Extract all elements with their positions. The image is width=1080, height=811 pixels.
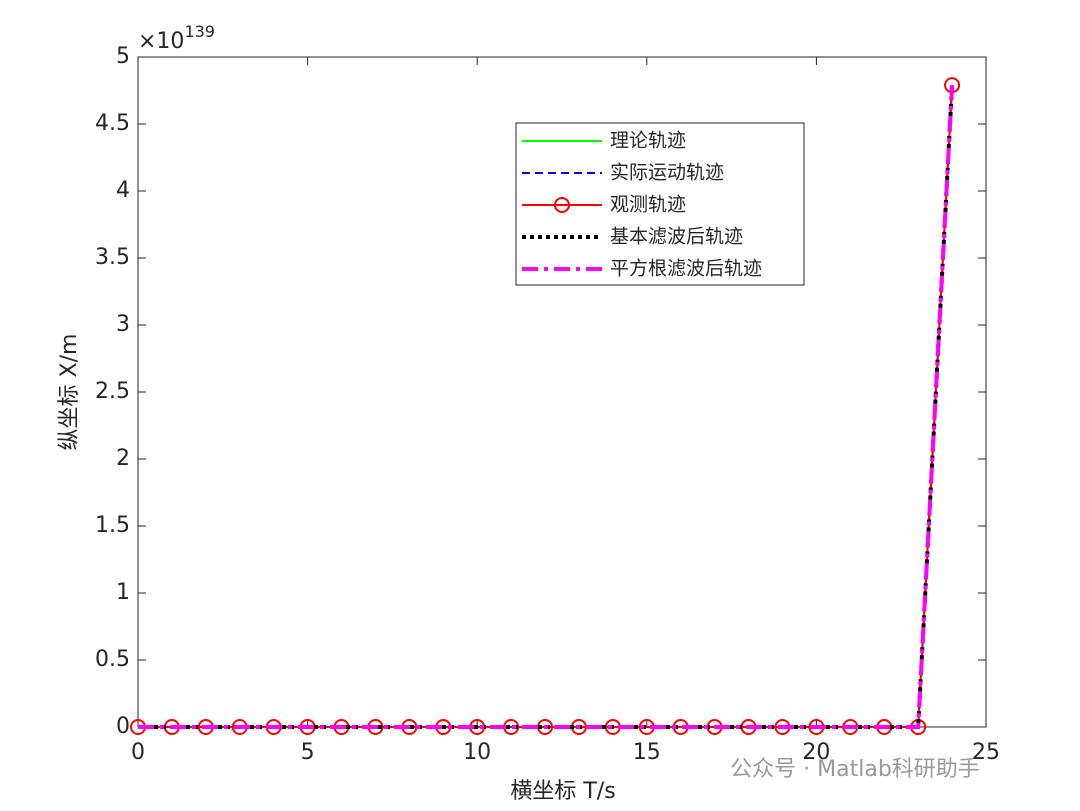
series-line [138, 85, 955, 729]
x-tick-label: 15 [633, 740, 661, 765]
legend-label: 理论轨迹 [610, 130, 686, 152]
legend-label: 实际运动轨迹 [610, 162, 724, 184]
y-tick-label: 3 [116, 312, 130, 337]
legend-label: 平方根滤波后轨迹 [610, 258, 762, 280]
y-exponent-base: ×10 [138, 29, 184, 54]
watermark: 公众号 · Matlab科研助手 [730, 757, 980, 782]
legend-label: 基本滤波后轨迹 [610, 226, 743, 248]
y-exponent-power: 139 [184, 22, 215, 41]
x-tick-label: 25 [972, 740, 1000, 765]
x-tick-label: 0 [131, 740, 145, 765]
y-tick-label: 5 [116, 44, 130, 69]
y-tick-label: 1.5 [95, 513, 130, 538]
legend-label: 观测轨迹 [610, 194, 686, 216]
x-tick-label: 20 [802, 740, 830, 765]
y-axis-label: 纵坐标 X/m [57, 334, 82, 451]
y-tick-label: 2 [116, 446, 130, 471]
y-tick-label: 0.5 [95, 647, 130, 672]
y-exponent: ×10139 [138, 22, 215, 55]
y-tick-label: 4.5 [95, 111, 130, 136]
y-tick-label: 2.5 [95, 379, 130, 404]
legend-marker [554, 197, 570, 213]
x-axis-label: 横坐标 T/s [510, 779, 615, 804]
x-tick-label: 10 [463, 740, 491, 765]
y-tick-label: 3.5 [95, 245, 130, 270]
x-tick-label: 5 [301, 740, 315, 765]
y-tick-label: 1 [116, 580, 130, 605]
y-tick-label: 4 [116, 178, 130, 203]
y-tick-label: 0 [116, 714, 130, 739]
